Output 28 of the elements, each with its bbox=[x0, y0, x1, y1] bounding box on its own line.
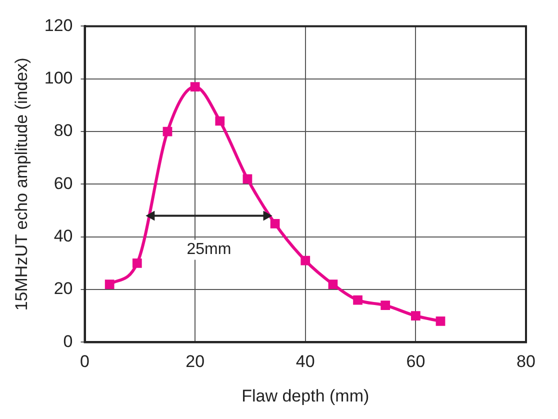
point bbox=[132, 258, 142, 268]
x-tick-label: 80 bbox=[516, 352, 536, 372]
y-tick-label: 0 bbox=[63, 332, 73, 351]
y-tick-label: 120 bbox=[44, 16, 73, 35]
point bbox=[215, 116, 225, 126]
x-axis-title: Flaw depth (mm) bbox=[242, 386, 370, 406]
point bbox=[411, 311, 420, 321]
y-tick-label: 60 bbox=[54, 174, 73, 193]
y-tick-label: 40 bbox=[54, 226, 73, 246]
point bbox=[190, 82, 200, 92]
point bbox=[162, 126, 172, 136]
point bbox=[328, 280, 338, 289]
point bbox=[353, 295, 362, 305]
point bbox=[300, 256, 310, 266]
y-tick-label: 80 bbox=[54, 121, 73, 140]
annotation: 25mm bbox=[186, 241, 232, 258]
x-tick-label: 60 bbox=[406, 352, 426, 372]
y-axis-title: 15MHzUT echo amplitude (index) bbox=[12, 58, 31, 311]
point bbox=[104, 280, 114, 289]
point bbox=[436, 316, 446, 326]
y-tick-label: 20 bbox=[54, 279, 73, 298]
point bbox=[380, 300, 390, 310]
point bbox=[242, 174, 252, 184]
point bbox=[270, 219, 280, 228]
x-tick-label: 20 bbox=[186, 352, 205, 372]
y-tick-label: 100 bbox=[44, 68, 73, 88]
x-tick-label: 0 bbox=[80, 352, 90, 372]
x-tick-label: 40 bbox=[296, 352, 315, 372]
